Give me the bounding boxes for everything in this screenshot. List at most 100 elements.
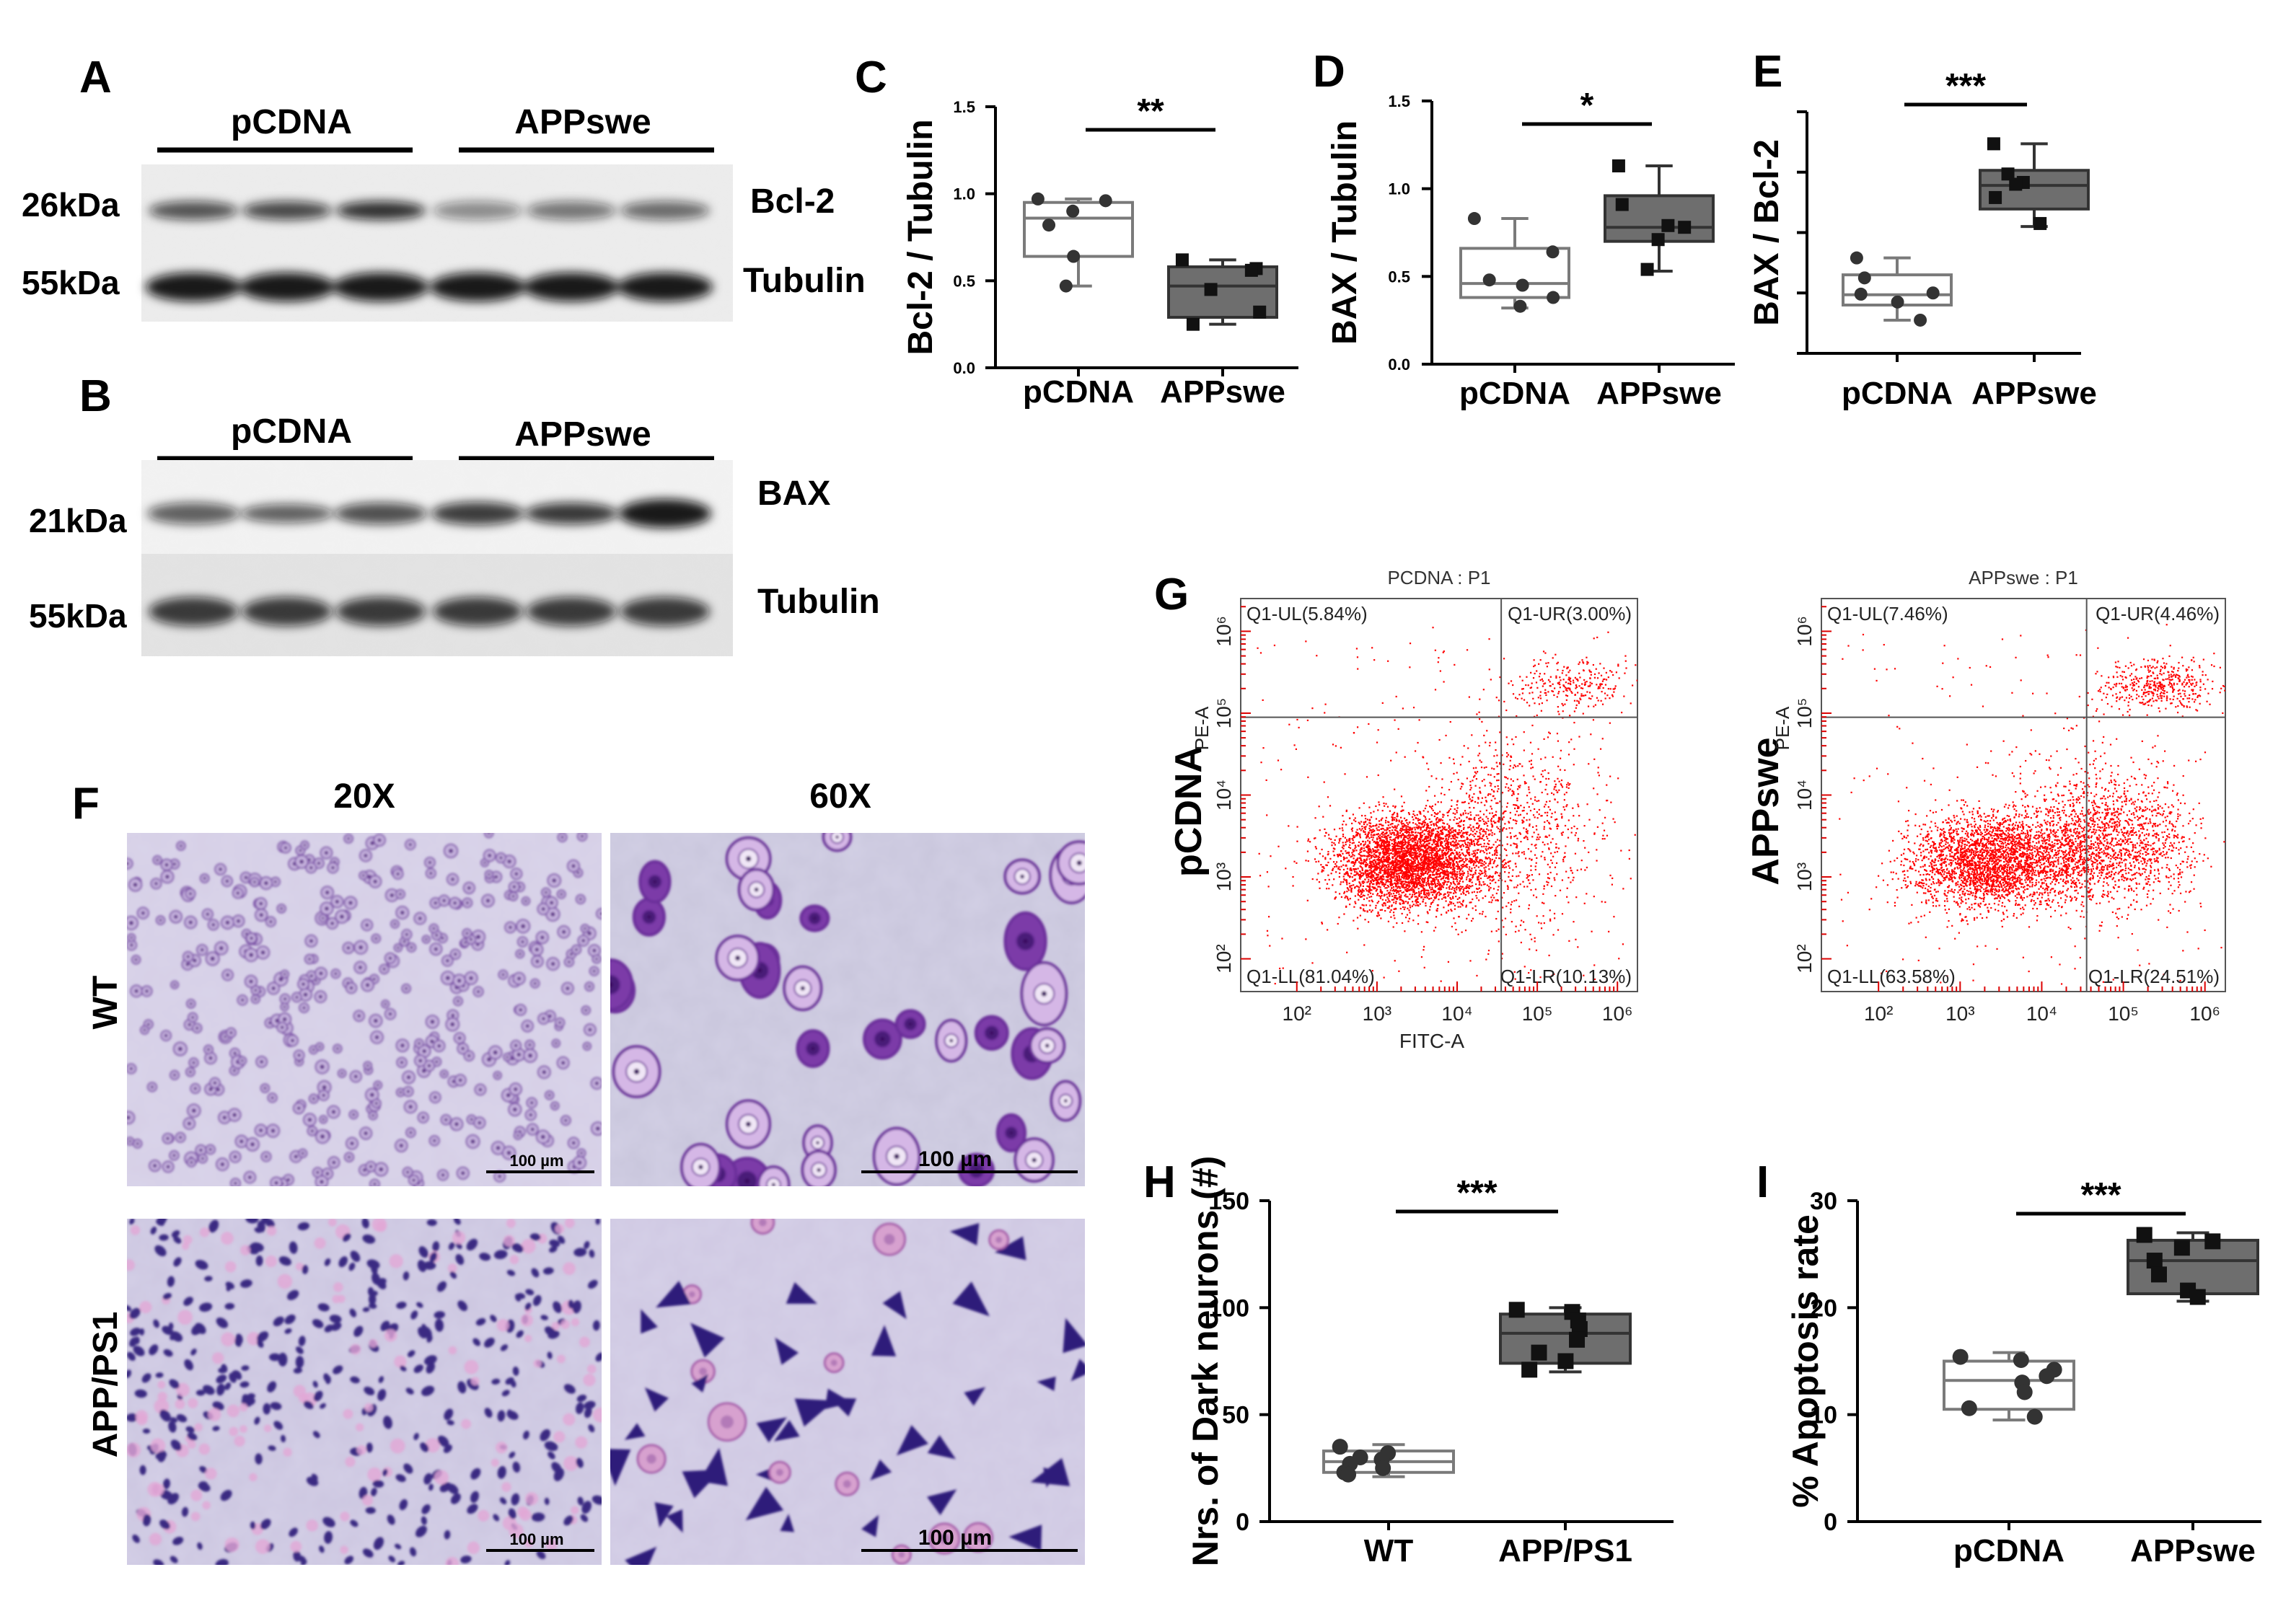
data-point [1661,219,1675,232]
data-point [2146,1253,2163,1269]
histology-wt-60x: 100 µm [610,833,1085,1186]
band-bax [241,504,333,523]
panel-b-western-blot: B pCDNA APPswe 21kDa 55kDa BAX Tubulin [29,371,880,656]
marker-55kda: 55kDa [22,264,120,301]
band-tubulin-b [336,597,426,626]
group-label-pcdna: pCDNA [231,103,352,141]
panel-f-histology: F 20X 60X WT APP/PS1 100 µm 100 µm 100 µm 1… [72,777,1085,1565]
data-point [1175,253,1189,267]
flow-row-label-pcdna: pCDNA [1168,746,1210,877]
data-point [1569,1331,1586,1348]
flow-dots [1257,627,1637,985]
y-tick-label: 1.5 [953,98,975,116]
data-point [2026,1408,2043,1425]
y-tick-label: 0.0 [953,359,975,377]
panel-letter-c: C [855,53,887,102]
quadrant-label-lr: Q1-LR(10.13%) [1500,966,1632,987]
data-point [1513,299,1527,313]
data-point [2001,167,2015,181]
data-point [2136,1227,2153,1243]
scale-bar-label: 100 µm [918,1147,992,1171]
data-point [1914,313,1927,327]
panel-g-flow-cytometry: G pCDNA APPswe PCDNA : P1 Q1-UL(5.84%) Q1-… [1154,567,2226,1052]
flow-row-label-appswe: APPswe [1745,737,1787,885]
x-tick-label: 10³ [1945,1002,1974,1025]
column-label-20x: 20X [333,777,395,816]
data-point [1615,198,1629,211]
data-point [1546,245,1560,259]
data-point [1640,262,1654,276]
y-tick-label: 50 [1222,1402,1249,1429]
x-tick-label: 10⁶ [2189,1002,2220,1025]
data-point [1857,271,1871,285]
data-point [1332,1439,1348,1455]
y-axis-label: % Apoptosis rate [1785,1214,1826,1508]
band-tubulin-a [524,273,619,301]
band-tubulin-a [239,273,335,301]
y-tick-label: 10⁶ [1793,616,1816,647]
data-point [2189,1289,2206,1305]
y-tick-label: 0.5 [953,272,975,290]
x-tick-label: 10³ [1363,1002,1391,1025]
band-bcl2 [433,201,522,220]
band-tubulin-a [146,273,241,301]
x-tick-label: 10⁴ [1441,1002,1472,1025]
panel-letter-b: B [79,371,112,421]
x-category-label: APP/PS1 [1498,1533,1632,1568]
x-tick-label: 10² [1283,1002,1311,1025]
y-axis-label: Bcl-2 / Tubulin [902,119,940,355]
box-appswe [1604,159,1715,276]
panel-a-western-blot: A pCDNA APPswe 26kDa 55kDa Bcl-2 Tubulin [22,53,866,322]
band-tubulin-b [620,597,710,626]
band-tubulin-b [433,597,522,626]
box-pcdna [1023,192,1134,293]
quadrant-label-ur: Q1-UR(4.46%) [2096,603,2220,625]
data-point [1547,291,1560,304]
x-tick-label: 10⁴ [2026,1002,2057,1025]
y-tick-label: 20 [1810,1294,1837,1322]
column-label-60x: 60X [809,777,871,816]
y-tick-label: 1.5 [1388,92,1410,110]
scale-bar-label: 100 µm [509,1530,563,1548]
data-point [1375,1460,1391,1476]
data-point [2016,1384,2033,1400]
significance-label: ** [1137,92,1164,131]
band-bax [431,502,524,525]
band-bax [619,499,711,528]
x-category-label: WT [1364,1533,1414,1568]
x-category-label: APPswe [1971,376,2097,411]
data-point [1952,1349,1969,1365]
data-point [1067,250,1081,263]
y-tick-label: 0.0 [1388,356,1410,374]
data-point [1557,1353,1574,1369]
band-bcl2 [149,201,238,220]
y-tick-label: 10³ [1213,862,1235,891]
y-tick-label: 10² [1793,944,1816,973]
flow-plot-title: APPswe : P1 [1969,567,2078,588]
protein-label-bcl2: Bcl-2 [750,182,835,221]
x-category-label: pCDNA [1842,376,1953,411]
y-axis-label: PE-A [1191,706,1213,750]
box-app-ps1 [1499,1302,1632,1378]
y-tick-label: 100 [1208,1294,1249,1322]
y-axis-label: Nrs. of Dark neurons (#) [1185,1156,1226,1567]
band-bcl2 [242,201,332,220]
box-plot-d: 0.0 0.5 1.0 1.5 BAX / Tubulin pCDNA APPswe * [1326,87,1735,411]
row-label-app-ps1: APP/PS1 [87,1312,125,1458]
y-tick-label: 30 [1810,1188,1837,1215]
y-tick-label: 10⁵ [1213,698,1235,729]
data-point [1531,1344,1547,1361]
box-appswe [2127,1227,2259,1305]
data-point [1482,273,1496,287]
histology-wt-20x: 100 µm [127,833,602,1186]
quadrant-label-ul: Q1-UL(5.84%) [1246,603,1368,625]
data-point [2204,1233,2221,1250]
data-point [1508,1302,1525,1318]
box-appswe [1979,137,2090,230]
quadrant-label-ur: Q1-UR(3.00%) [1508,603,1632,625]
band-bcl2 [527,201,616,220]
quadrant-label-ll: Q1-LL(63.58%) [1827,966,1956,987]
x-axis-label: FITC-A [1399,1030,1465,1052]
significance-label: *** [2080,1176,2121,1214]
